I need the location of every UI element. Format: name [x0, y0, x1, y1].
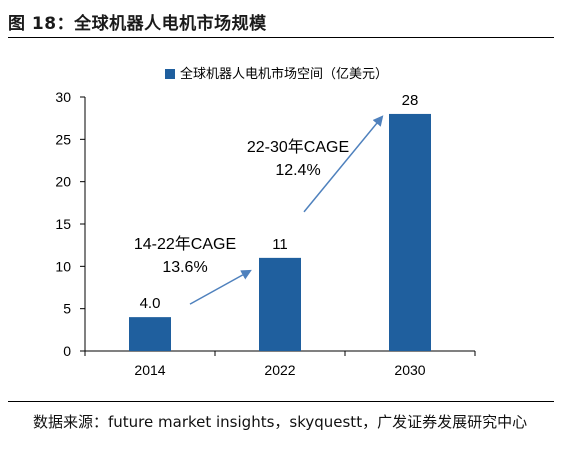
- cagr-arrow: [303, 115, 384, 213]
- y-tick-label: 10: [55, 258, 71, 274]
- y-tick-label: 15: [55, 216, 71, 232]
- x-tick-label: 2022: [264, 362, 295, 378]
- x-tick-label: 2014: [134, 362, 165, 378]
- y-tick-label: 30: [55, 89, 71, 105]
- bar-chart: 全球机器人电机市场空间（亿美元） 0 5 10 15 20 25 30 2014 2022 203…: [55, 66, 476, 378]
- bar: [389, 113, 431, 351]
- y-tick-label: 20: [55, 174, 71, 190]
- bar-value-label: 11: [272, 236, 288, 253]
- bar: [129, 317, 171, 351]
- cagr-2-label: 22-30年CAGE: [247, 138, 349, 156]
- x-tick-label: 2030: [394, 362, 425, 378]
- bar-value-label: 4.0: [140, 295, 161, 312]
- bars: 4.0 11 28: [129, 92, 431, 351]
- figure-title: 图 18：全球机器人电机市场规模: [8, 14, 267, 34]
- bar: [259, 257, 301, 351]
- cagr-arrow: [189, 269, 252, 305]
- legend: 全球机器人电机市场空间（亿美元）: [165, 66, 388, 82]
- cagr-arrows: [189, 115, 384, 305]
- title-divider: [8, 37, 554, 38]
- source-divider: [8, 401, 554, 402]
- axes: 0 5 10 15 20 25 30 2014 2022 2030: [55, 89, 476, 378]
- cagr-annotations: 14-22年CAGE 13.6% 22-30年CAGE 12.4%: [134, 138, 349, 276]
- y-tick-label: 5: [63, 301, 71, 317]
- y-tick-label: 0: [63, 343, 71, 359]
- cagr-1-value: 13.6%: [162, 259, 207, 276]
- source-note: 数据来源：future market insights，skyquestt，广发…: [33, 413, 528, 431]
- legend-swatch: [165, 69, 175, 79]
- cagr-2-value: 12.4%: [275, 162, 320, 179]
- y-tick-label: 25: [55, 131, 71, 147]
- cagr-1-label: 14-22年CAGE: [134, 235, 236, 253]
- bar-value-label: 28: [402, 92, 419, 109]
- legend-label: 全球机器人电机市场空间（亿美元）: [180, 66, 388, 82]
